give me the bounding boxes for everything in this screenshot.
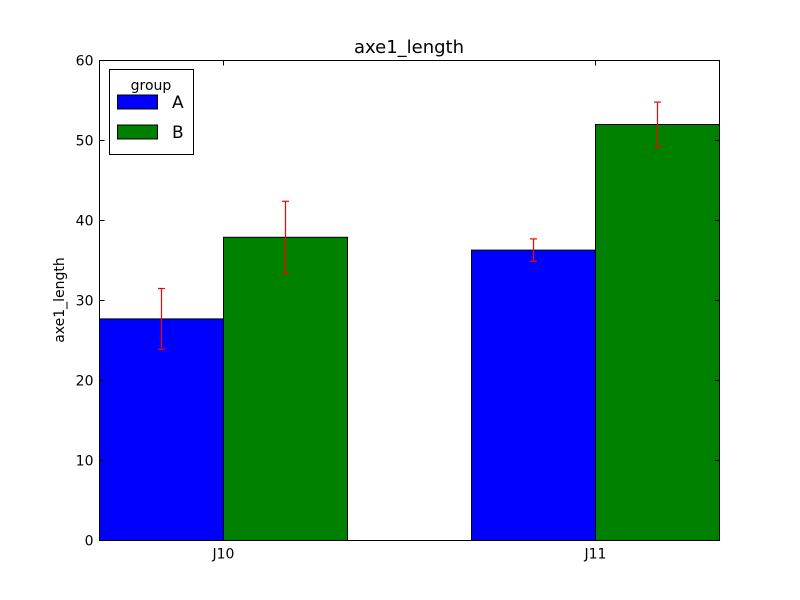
legend-swatch-B bbox=[117, 124, 158, 140]
bar-B-J11 bbox=[595, 124, 720, 541]
error-bar-A-J11 bbox=[530, 238, 537, 262]
error-bar-B-J10 bbox=[282, 200, 289, 274]
bar-B-J10 bbox=[223, 236, 348, 542]
x-tick-label: J11 bbox=[584, 547, 607, 563]
chart-title: axe1_length bbox=[354, 37, 464, 58]
bar-A-J11 bbox=[471, 249, 596, 541]
legend-swatch-A bbox=[117, 94, 158, 110]
legend: group AB bbox=[109, 69, 194, 155]
error-bar-B-J11 bbox=[654, 101, 661, 148]
y-axis-label: axe1_length bbox=[52, 257, 68, 343]
legend-label-B: B bbox=[172, 123, 184, 143]
y-tick-label: 50 bbox=[76, 134, 94, 150]
y-tick-label: 0 bbox=[85, 534, 94, 550]
y-tick-label: 30 bbox=[76, 294, 94, 310]
legend-box bbox=[109, 69, 194, 155]
y-tick-label: 40 bbox=[76, 214, 94, 230]
legend-title: group bbox=[131, 78, 172, 94]
y-tick-label: 60 bbox=[76, 54, 94, 70]
error-bar-A-J10 bbox=[158, 287, 165, 350]
bar-A-J10 bbox=[99, 318, 224, 541]
y-tick-label: 20 bbox=[76, 374, 94, 390]
legend-label-A: A bbox=[172, 93, 184, 113]
y-tick-label: 10 bbox=[76, 454, 94, 470]
x-tick-label: J10 bbox=[212, 547, 235, 563]
